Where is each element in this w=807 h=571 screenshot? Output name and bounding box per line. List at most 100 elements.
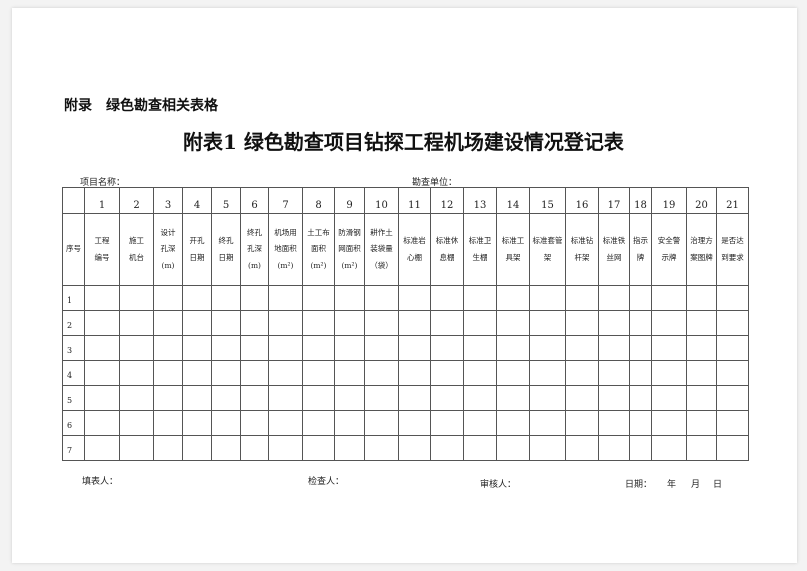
column-header: 工程 编号 [84, 213, 120, 286]
table-cell [565, 335, 599, 361]
date-label: 日期： [625, 480, 653, 490]
column-header: 标准套管 架 [529, 213, 566, 286]
column-header: 防滑钢 网面积 (m²) [334, 213, 365, 286]
table-row: 4 [62, 360, 749, 386]
table-row: 6 [62, 410, 749, 436]
table-cell [430, 285, 464, 311]
table-cell [463, 335, 497, 361]
reviewer-label: 审核人： [480, 480, 517, 490]
table-cell [651, 435, 687, 461]
table-cell [211, 435, 241, 461]
table-cell [463, 435, 497, 461]
table-cell [334, 410, 365, 436]
table-cell [334, 335, 365, 361]
table-cell [629, 385, 652, 411]
table-cell [153, 385, 183, 411]
table-cell [302, 435, 335, 461]
table-cell [496, 360, 530, 386]
column-number: 6 [240, 187, 269, 214]
table-cell [240, 285, 269, 311]
table-cell [686, 360, 717, 386]
table-cell [240, 385, 269, 411]
row-number: 1 [62, 285, 85, 311]
table-cell [364, 310, 399, 336]
table-cell [268, 360, 303, 386]
column-header: 耕作土 装袋量 （袋） [364, 213, 399, 286]
table-cell [334, 435, 365, 461]
column-number: 2 [119, 187, 154, 214]
column-number: 18 [629, 187, 652, 214]
table-cell [598, 410, 630, 436]
table-cell [84, 310, 120, 336]
table-cell [565, 410, 599, 436]
table-cell [268, 435, 303, 461]
table-cell [716, 335, 749, 361]
table-cell [398, 310, 431, 336]
table-cell [430, 435, 464, 461]
table-cell [651, 385, 687, 411]
seq-header: 序号 [62, 213, 85, 286]
column-header: 标准卫 生棚 [463, 213, 497, 286]
table-cell [629, 435, 652, 461]
table-cell [84, 385, 120, 411]
table-cell [334, 310, 365, 336]
table-cell [686, 435, 717, 461]
row-number: 3 [62, 335, 85, 361]
column-number: 10 [364, 187, 399, 214]
table-cell [302, 360, 335, 386]
column-number: 14 [496, 187, 530, 214]
column-header: 标准岩 心棚 [398, 213, 431, 286]
column-header: 设计 孔深 (m) [153, 213, 183, 286]
table-cell [364, 285, 399, 311]
table-cell [119, 310, 154, 336]
table-cell [182, 285, 212, 311]
table-cell [153, 435, 183, 461]
row-number: 6 [62, 410, 85, 436]
appendix-heading: 附录 绿色勘查相关表格 [64, 98, 218, 114]
column-header: 终孔 孔深 (m) [240, 213, 269, 286]
table-cell [598, 285, 630, 311]
column-number: 21 [716, 187, 749, 214]
seq-number-cell [62, 187, 85, 214]
table-cell [182, 310, 212, 336]
table-cell [182, 410, 212, 436]
table-cell [119, 435, 154, 461]
column-number: 3 [153, 187, 183, 214]
table-cell [716, 360, 749, 386]
column-header: 终孔 日期 [211, 213, 241, 286]
row-number: 2 [62, 310, 85, 336]
table-cell [153, 360, 183, 386]
table-cell [84, 435, 120, 461]
table-cell [398, 360, 431, 386]
table-cell [364, 410, 399, 436]
table-cell [686, 310, 717, 336]
table-cell [211, 310, 241, 336]
table-cell [716, 410, 749, 436]
table-cell [302, 410, 335, 436]
column-number: 12 [430, 187, 464, 214]
table-cell [598, 435, 630, 461]
table-cell [496, 385, 530, 411]
table-cell [565, 285, 599, 311]
column-number: 20 [686, 187, 717, 214]
table-cell [430, 335, 464, 361]
table-cell [153, 285, 183, 311]
table-cell [240, 435, 269, 461]
table-cell [529, 410, 566, 436]
table-cell [398, 435, 431, 461]
table-row: 1 [62, 285, 749, 311]
table-cell [716, 310, 749, 336]
table-cell [364, 335, 399, 361]
table-cell [268, 335, 303, 361]
table-cell [686, 285, 717, 311]
column-number: 7 [268, 187, 303, 214]
table-cell [651, 285, 687, 311]
table-cell [398, 285, 431, 311]
table-cell [463, 285, 497, 311]
table-cell [686, 385, 717, 411]
column-number: 8 [302, 187, 335, 214]
table-cell [334, 360, 365, 386]
table-cell [529, 385, 566, 411]
table-cell [430, 410, 464, 436]
table-cell [529, 285, 566, 311]
